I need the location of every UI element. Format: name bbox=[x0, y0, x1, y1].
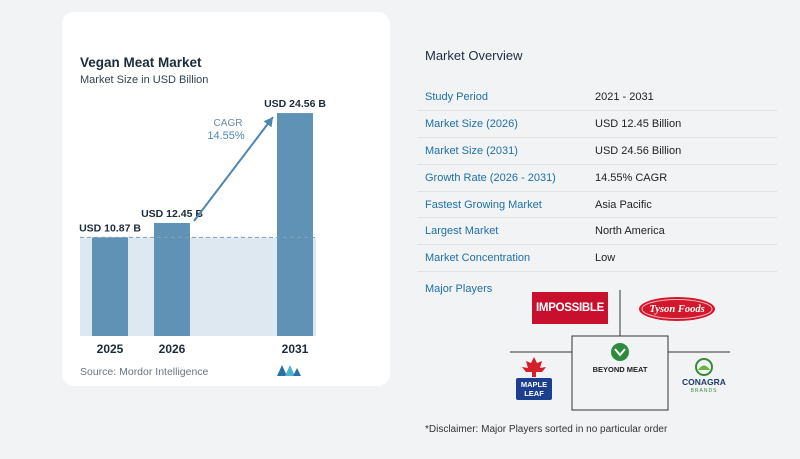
chart-title: Vegan Meat Market bbox=[80, 55, 202, 70]
bar-2031 bbox=[277, 113, 313, 336]
row-value: 14.55% CAGR bbox=[585, 164, 777, 192]
chart-subtitle: Market Size in USD Billion bbox=[80, 74, 209, 86]
row-label: Study Period bbox=[417, 84, 585, 112]
conagra-logo: CONAGRA BRANDS bbox=[676, 358, 732, 398]
impossible-logo: IMPOSSIBLE bbox=[532, 292, 608, 324]
logo-grid bbox=[510, 290, 730, 411]
cagr-arrow-head bbox=[263, 117, 273, 128]
data-label-2025: USD 10.87 B bbox=[79, 222, 141, 234]
table-row: Largest Market North America bbox=[417, 217, 777, 246]
row-value: USD 24.56 Billion bbox=[585, 137, 777, 165]
row-label: Market Concentration bbox=[417, 244, 585, 273]
bar-2026 bbox=[154, 222, 190, 336]
source-text: Source: Mordor Intelligence bbox=[80, 366, 209, 378]
row-value: USD 12.45 Billion bbox=[585, 110, 777, 139]
tyson-logo: Tyson Foods bbox=[638, 296, 716, 322]
cagr-label: CAGR bbox=[214, 118, 243, 129]
data-label-2026: USD 12.45 B bbox=[141, 208, 203, 220]
row-value: Asia Pacific bbox=[585, 191, 777, 219]
data-label-2031: USD 24.56 B bbox=[264, 98, 326, 110]
beyond-meat-icon bbox=[611, 343, 629, 361]
tyson-logo-text: Tyson Foods bbox=[649, 303, 705, 315]
x-tick-2026: 2026 bbox=[159, 342, 186, 356]
row-label: Market Size (2026) bbox=[417, 110, 585, 139]
table-row: Study Period 2021 - 2031 bbox=[417, 84, 777, 112]
disclaimer-text: *Disclaimer: Major Players sorted in no … bbox=[425, 424, 668, 435]
maple-leaf-icon bbox=[522, 357, 546, 377]
row-value: Low bbox=[585, 244, 777, 273]
row-label: Growth Rate (2026 - 2031) bbox=[417, 164, 585, 192]
x-tick-2031: 2031 bbox=[282, 342, 309, 356]
maple-leaf-text-2: LEAF bbox=[524, 389, 544, 398]
table-row: Market Size (2031) USD 24.56 Billion bbox=[417, 137, 777, 165]
conagra-icon bbox=[695, 358, 713, 376]
overview-title: Market Overview bbox=[425, 48, 523, 63]
row-value: 2021 - 2031 bbox=[585, 84, 777, 112]
table-row: Fastest Growing Market Asia Pacific bbox=[417, 191, 777, 219]
beyond-meat-text: BEYOND MEAT bbox=[592, 365, 648, 374]
x-tick-2025: 2025 bbox=[97, 342, 124, 356]
maple-leaf-logo: MAPLE LEAF bbox=[514, 356, 554, 402]
table-row: Market Size (2026) USD 12.45 Billion bbox=[417, 110, 777, 139]
row-label: Largest Market bbox=[417, 217, 585, 246]
overview-table: Study Period 2021 - 2031 Market Size (202… bbox=[417, 84, 777, 273]
row-label: Market Size (2031) bbox=[417, 137, 585, 165]
conagra-subtext: BRANDS bbox=[690, 388, 718, 394]
bar-2025 bbox=[92, 237, 128, 336]
major-players-label: Major Players bbox=[425, 283, 493, 295]
beyond-meat-logo: BEYOND MEAT bbox=[582, 342, 658, 382]
maple-leaf-text-1: MAPLE bbox=[520, 380, 548, 389]
impossible-logo-text: IMPOSSIBLE bbox=[536, 302, 604, 314]
cagr-value: 14.55% bbox=[207, 130, 245, 142]
row-label: Fastest Growing Market bbox=[417, 191, 585, 219]
mordor-logo-icon bbox=[277, 365, 301, 376]
conagra-text: CONAGRA bbox=[682, 377, 726, 387]
cagr-arrow-line bbox=[193, 116, 274, 222]
table-row: Growth Rate (2026 - 2031) 14.55% CAGR bbox=[417, 164, 777, 192]
table-row: Market Concentration Low bbox=[417, 244, 777, 273]
row-value: North America bbox=[585, 217, 777, 246]
